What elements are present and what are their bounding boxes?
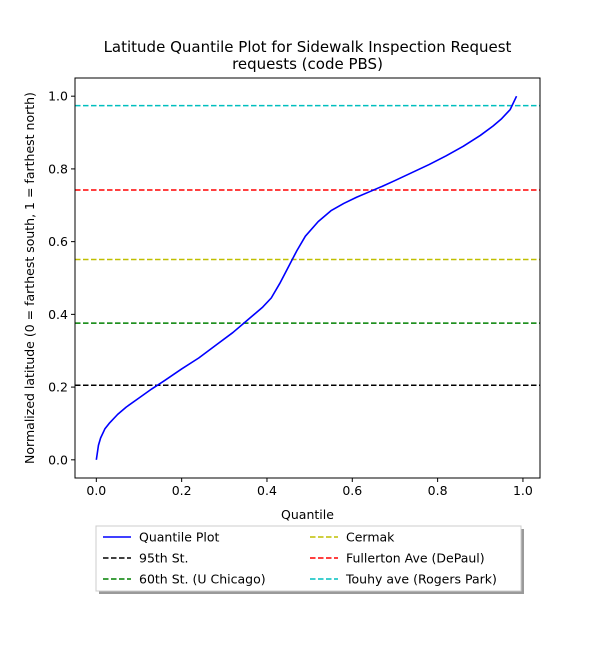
legend-label-cermak: Cermak	[346, 530, 395, 545]
x-tick-label: 0.0	[86, 483, 106, 498]
legend-label-95th-st: 95th St.	[139, 551, 189, 566]
plot-frame	[75, 78, 540, 478]
plot-area	[75, 96, 540, 460]
y-tick-label: 0.8	[48, 161, 68, 176]
series-line-quantile-plot	[96, 96, 516, 460]
legend-label-quantile-plot: Quantile Plot	[139, 530, 220, 545]
y-axis-label: Normalized latitude (0 = farthest south,…	[22, 92, 37, 464]
x-tick-label: 0.2	[172, 483, 192, 498]
x-tick-label: 0.8	[428, 483, 448, 498]
y-tick-label: 1.0	[48, 89, 68, 104]
x-tick-label: 1.0	[513, 483, 533, 498]
legend-label-60th-st-u-chicago: 60th St. (U Chicago)	[139, 572, 266, 587]
y-tick-label: 0.4	[48, 307, 68, 322]
x-axis-ticks: 0.0 0.2 0.4 0.6 0.8 1.0	[86, 478, 533, 498]
chart-title-line-2: requests (code PBS)	[232, 55, 383, 73]
y-axis-ticks: 0.0 0.2 0.4 0.6 0.8 1.0	[48, 89, 75, 468]
x-tick-label: 0.4	[257, 483, 277, 498]
y-tick-label: 0.2	[48, 380, 68, 395]
chart-title-line-1: Latitude Quantile Plot for Sidewalk Insp…	[104, 38, 512, 56]
x-tick-label: 0.6	[342, 483, 362, 498]
legend-label-fullerton-ave-depaul: Fullerton Ave (DePaul)	[346, 551, 485, 566]
x-axis-label: Quantile	[281, 507, 334, 522]
legend: Quantile Plot 95th St. 60th St. (U Chicago…	[96, 526, 524, 594]
legend-label-touhy-ave-rogers-park: Touhy ave (Rogers Park)	[345, 572, 497, 587]
chart-title: Latitude Quantile Plot for Sidewalk Insp…	[104, 38, 512, 73]
y-tick-label: 0.0	[48, 452, 68, 467]
y-tick-label: 0.6	[48, 234, 68, 249]
